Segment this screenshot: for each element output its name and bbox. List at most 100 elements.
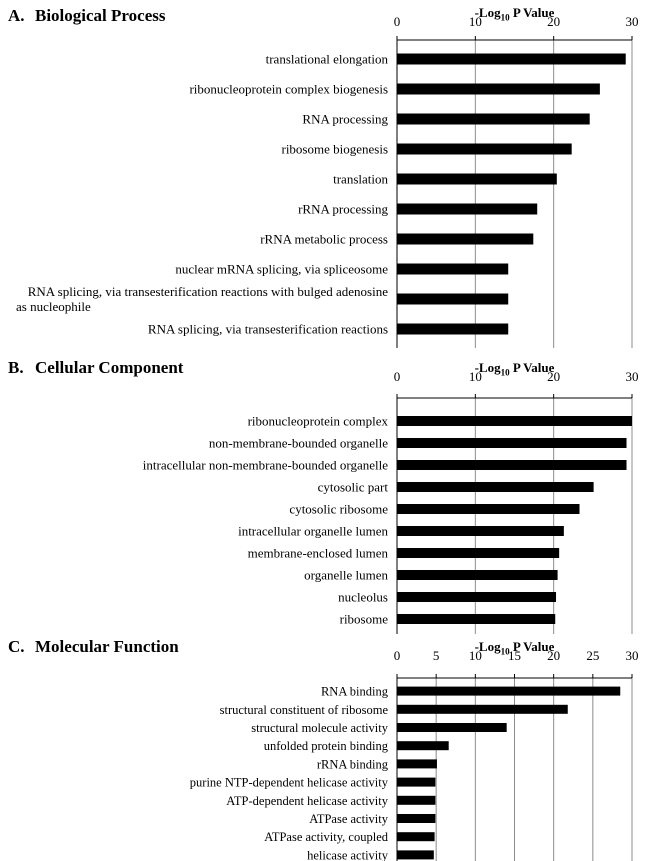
panel-title: Molecular Function bbox=[35, 637, 179, 656]
category-label: RNA processing bbox=[302, 112, 388, 127]
category-label: ATP-dependent helicase activity bbox=[226, 794, 388, 808]
x-tick-label: 20 bbox=[547, 369, 560, 384]
bar bbox=[397, 323, 509, 335]
panel-title: Cellular Component bbox=[35, 358, 184, 377]
x-axis-title-prefix: -Log bbox=[474, 360, 501, 375]
category-label: ATPase activity, coupled bbox=[264, 830, 389, 844]
category-label: purine NTP-dependent helicase activity bbox=[190, 776, 389, 790]
chart-plot: 0 10 20 30 ribonucleoprotein complex non-memb… bbox=[143, 369, 639, 634]
x-axis-title-prefix: -Log bbox=[474, 639, 501, 654]
bar bbox=[397, 263, 509, 275]
panel-title: Biological Process bbox=[35, 6, 166, 25]
category-label: non-membrane-bounded organelle bbox=[209, 436, 388, 451]
category-label: rRNA metabolic process bbox=[260, 232, 388, 247]
category-label: translational elongation bbox=[266, 52, 389, 67]
bar bbox=[397, 83, 600, 95]
category-label-continued: as nucleophile bbox=[16, 299, 91, 314]
bar bbox=[397, 173, 557, 185]
x-tick-label: 0 bbox=[394, 648, 401, 663]
category-label: structural constituent of ribosome bbox=[220, 703, 389, 717]
x-tick-label: 30 bbox=[626, 14, 639, 29]
category-label: cytosolic part bbox=[318, 480, 389, 495]
category-label: nuclear mRNA splicing, via spliceosome bbox=[175, 262, 388, 277]
bar bbox=[397, 526, 564, 536]
category-label: organelle lumen bbox=[304, 568, 388, 583]
bar bbox=[397, 814, 436, 823]
bar bbox=[397, 686, 621, 696]
category-label: ATPase activity bbox=[309, 812, 389, 826]
x-axis-title-subscript: 10 bbox=[500, 367, 510, 378]
x-tick-label: 30 bbox=[626, 648, 639, 663]
x-axis-title: -Log10 P Value bbox=[475, 639, 555, 657]
category-label: RNA splicing, via transesterification re… bbox=[148, 322, 388, 337]
bar bbox=[397, 723, 507, 732]
bar bbox=[397, 460, 627, 470]
chart-title: A. Biological Process bbox=[8, 6, 165, 26]
category-label: structural molecule activity bbox=[251, 721, 389, 735]
category-label: translation bbox=[333, 172, 388, 187]
x-tick-label: 10 bbox=[469, 369, 482, 384]
x-tick-label: 30 bbox=[626, 369, 639, 384]
category-label: cytosolic ribosome bbox=[289, 502, 388, 517]
bar bbox=[397, 795, 436, 805]
bar bbox=[397, 438, 627, 448]
category-label: nucleolus bbox=[338, 590, 388, 605]
bar bbox=[397, 614, 556, 624]
bar bbox=[397, 53, 626, 65]
bar bbox=[397, 832, 435, 842]
category-label: rRNA processing bbox=[298, 202, 388, 217]
x-axis-title: -Log10 P Value bbox=[475, 5, 555, 23]
category-label: RNA binding bbox=[321, 685, 389, 699]
x-tick-label: 0 bbox=[394, 14, 401, 29]
x-tick-label: 10 bbox=[469, 14, 482, 29]
bar bbox=[397, 850, 434, 860]
bar bbox=[397, 592, 557, 602]
x-axis-title-subscript: 10 bbox=[500, 12, 510, 23]
chart-panel: B. Cellular Component -Log10 P Value 0 10 20 3… bbox=[0, 350, 650, 634]
category-label: helicase activity bbox=[307, 848, 389, 861]
chart-panel: C. Molecular Function -Log10 P Value 0 5 10 15… bbox=[0, 632, 650, 861]
bar bbox=[397, 143, 572, 155]
category-label: ribosome biogenesis bbox=[281, 142, 388, 157]
x-axis-title-suffix: P Value bbox=[509, 639, 555, 654]
bar bbox=[397, 704, 568, 714]
category-label: RNA splicing, via transesterification re… bbox=[28, 284, 389, 299]
x-axis-title-prefix: -Log bbox=[474, 5, 501, 20]
x-axis-title-suffix: P Value bbox=[509, 5, 555, 20]
x-tick-label: 15 bbox=[508, 648, 521, 663]
panel-letter: A. bbox=[8, 6, 25, 25]
bar bbox=[397, 482, 594, 492]
x-tick-label: 5 bbox=[433, 648, 440, 663]
bar bbox=[397, 113, 590, 125]
x-tick-label: 20 bbox=[547, 14, 560, 29]
x-tick-label: 10 bbox=[469, 648, 482, 663]
category-label: membrane-enclosed lumen bbox=[248, 546, 389, 561]
bar bbox=[397, 741, 449, 751]
x-axis-title-subscript: 10 bbox=[500, 646, 510, 657]
bar bbox=[397, 233, 534, 245]
chart-title: B. Cellular Component bbox=[8, 358, 183, 378]
panel-letter: B. bbox=[8, 358, 24, 377]
bar bbox=[397, 416, 632, 426]
category-label: unfolded protein binding bbox=[264, 739, 389, 753]
category-label: intracellular non-membrane-bounded organ… bbox=[143, 458, 388, 473]
category-label: ribonucleoprotein complex bbox=[248, 414, 389, 429]
bar bbox=[397, 570, 558, 580]
x-axis-title: -Log10 P Value bbox=[475, 360, 555, 378]
chart-title: C. Molecular Function bbox=[8, 637, 179, 657]
x-tick-label: 0 bbox=[394, 369, 401, 384]
chart-plot: 0 10 20 30 translational elongation ribonucle… bbox=[16, 14, 639, 348]
category-label: ribosome bbox=[340, 612, 389, 627]
category-label: rRNA binding bbox=[317, 757, 389, 771]
bar bbox=[397, 548, 560, 558]
panel-letter: C. bbox=[8, 637, 25, 656]
bar bbox=[397, 293, 509, 305]
bar bbox=[397, 504, 580, 514]
x-tick-label: 20 bbox=[547, 648, 560, 663]
bar bbox=[397, 777, 436, 787]
x-tick-label: 25 bbox=[586, 648, 599, 663]
x-axis-title-suffix: P Value bbox=[509, 360, 555, 375]
chart-panel: A. Biological Process -Log10 P Value 0 10 20 3… bbox=[0, 0, 650, 352]
